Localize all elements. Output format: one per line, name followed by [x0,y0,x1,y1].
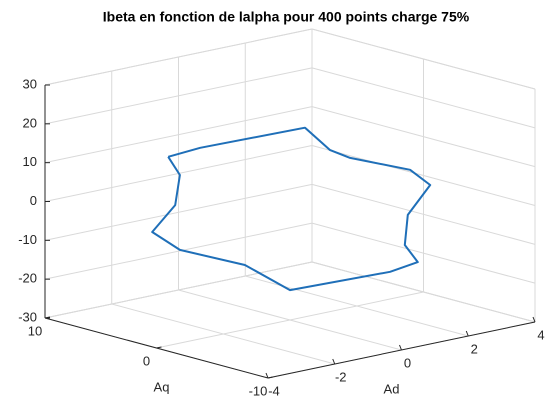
x-axis-label: Ad [384,381,400,396]
x-tick-label: 0 [404,355,411,370]
y-tick-label: 10 [28,323,42,338]
z-tick-label: -30 [18,309,37,324]
chart-title: Ibeta en fonction de lalpha pour 400 poi… [103,9,470,25]
y-tick-label: -10 [249,383,268,398]
x-tick-label: 2 [471,341,478,356]
z-tick-label: -10 [18,232,37,247]
grid-line [156,291,424,349]
x-tick [332,358,336,365]
y-tick [267,376,274,379]
z-tick-label: 10 [23,154,37,169]
x-tick [532,316,536,323]
x-tick-label: -2 [335,369,347,384]
x-tick-label: 4 [537,327,544,342]
y-tick-label: 0 [143,353,150,368]
grid-line [44,261,313,319]
y-axis-label: Aq [154,379,170,394]
x-tick [465,330,469,337]
z-tick-label: -20 [18,271,37,286]
data-line [151,126,432,292]
z-tick-label: 30 [23,76,37,91]
y-tick [156,346,162,349]
x-tick [265,372,269,379]
z-tick-label: 0 [30,193,37,208]
y-tick [44,316,51,319]
z-tick-label: 20 [23,115,37,130]
x-tick-label: -4 [268,383,280,398]
x-tick [399,344,402,351]
